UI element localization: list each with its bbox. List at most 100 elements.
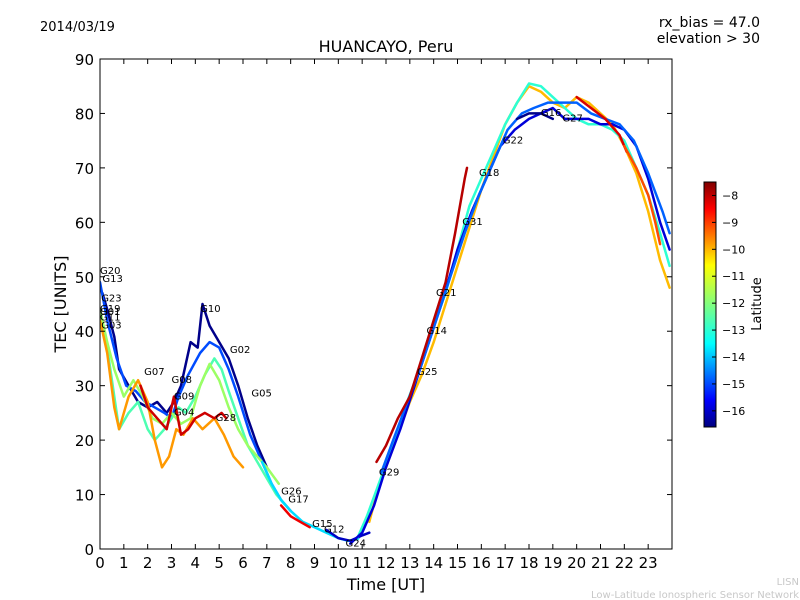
x-tick-label: 10 xyxy=(329,554,348,572)
x-tick-label: 16 xyxy=(472,554,491,572)
x-tick-label: 9 xyxy=(310,554,320,572)
x-tick-label: 22 xyxy=(615,554,634,572)
satellite-label-G08: G08 xyxy=(172,375,192,386)
x-axis-label: Time [UT] xyxy=(346,575,425,594)
y-tick-label: 90 xyxy=(75,51,94,69)
series-trace-decay-blue xyxy=(325,528,371,543)
colorbar xyxy=(703,181,717,428)
colorbar-tick-label: −16 xyxy=(722,405,745,418)
satellite-label-G21: G21 xyxy=(436,288,456,299)
satellite-label-G22: G22 xyxy=(503,135,523,146)
y-tick-label: 70 xyxy=(75,160,94,178)
satellite-label-G25: G25 xyxy=(417,367,437,378)
colorbar-tick-label: −14 xyxy=(722,351,745,364)
x-tick-label: 4 xyxy=(191,554,201,572)
colorbar-label: Latitude xyxy=(750,277,765,331)
x-tick-label: 18 xyxy=(519,554,538,572)
satellite-label-G13: G13 xyxy=(102,274,122,285)
satellite-label-G12: G12 xyxy=(324,525,344,536)
y-tick-label: 0 xyxy=(84,541,94,559)
date-label: 2014/03/19 xyxy=(40,20,115,35)
satellite-label-G03: G03 xyxy=(101,321,121,332)
x-tick-label: 15 xyxy=(448,554,467,572)
satellite-label-G04: G04 xyxy=(174,408,194,419)
series-trace-late-orange xyxy=(623,144,662,246)
satellite-label-G28: G28 xyxy=(216,413,236,424)
satellite-label-G31: G31 xyxy=(462,217,482,228)
satellite-label-G02: G02 xyxy=(230,345,250,356)
y-tick-label: 20 xyxy=(75,432,94,450)
series-trace-rise-yellow xyxy=(368,84,671,524)
series-trace-orange-morning xyxy=(100,319,245,469)
y-tick-label: 80 xyxy=(75,105,94,123)
series-trace-rise-green xyxy=(356,82,671,540)
footer-lisn: LISN xyxy=(777,577,799,588)
satellite-label-G24: G24 xyxy=(345,538,365,549)
elevation-label: elevation > 30 xyxy=(657,31,760,47)
x-tick-label: 2 xyxy=(143,554,153,572)
colorbar-tick-label: −8 xyxy=(722,189,738,202)
series-trace-red-morning xyxy=(139,384,228,436)
satellite-label-G20: G20 xyxy=(100,266,120,277)
satellite-label-G26: G26 xyxy=(281,487,301,498)
x-tick-label: 8 xyxy=(286,554,296,572)
colorbar-tick-label: −11 xyxy=(722,270,745,283)
y-axis-label: TEC [UNITS] xyxy=(51,256,70,354)
x-axis: 0 1 2 3 4 5 6 7 8 9 10 11 12 13 14 15 16 17 18 19 20 21 22 23 xyxy=(95,59,658,572)
colorbar-tick-label: −13 xyxy=(722,324,745,337)
satellite-label-G19: G19 xyxy=(100,304,120,315)
x-tick-label: 23 xyxy=(639,554,658,572)
colorbar-tick-label: −12 xyxy=(722,297,745,310)
colorbar-tick-label: −9 xyxy=(722,216,738,229)
satellite-label-G23: G23 xyxy=(101,293,121,304)
x-tick-label: 19 xyxy=(543,554,562,572)
satellite-label-G14: G14 xyxy=(427,326,447,337)
x-tick-label: 3 xyxy=(167,554,177,572)
chart-title: HUANCAYO, Peru xyxy=(319,37,454,56)
y-tick-label: 40 xyxy=(75,323,94,341)
satellite-label-G09: G09 xyxy=(174,391,194,402)
x-tick-label: 12 xyxy=(376,554,395,572)
y-axis: 0 10 20 30 40 50 60 70 80 90 xyxy=(75,51,672,559)
x-tick-label: 0 xyxy=(95,554,105,572)
x-tick-label: 7 xyxy=(262,554,272,572)
colorbar-tick-label: −10 xyxy=(722,243,745,256)
x-tick-label: 14 xyxy=(424,554,443,572)
series-trace-decay-red xyxy=(279,504,311,529)
x-tick-label: 21 xyxy=(591,554,610,572)
satellite-label-G29: G29 xyxy=(379,468,399,479)
colorbar-ticks: −8 −9 −10 −11 −12 −13 −14 −15 −16 xyxy=(712,189,745,418)
colorbar-tick-label: −15 xyxy=(722,378,745,391)
x-tick-label: 13 xyxy=(400,554,419,572)
satellite-label-G15: G15 xyxy=(312,519,332,530)
y-tick-label: 60 xyxy=(75,214,94,232)
footer-network: Low-Latitude Ionospheric Sensor Network xyxy=(591,590,799,600)
series-layer xyxy=(100,82,671,545)
series-trace-rise-red xyxy=(375,166,469,464)
satellite-label-G17: G17 xyxy=(288,495,308,506)
y-tick-label: 50 xyxy=(75,269,94,287)
satellite-label-G27: G27 xyxy=(562,114,582,125)
y-tick-label: 30 xyxy=(75,378,94,396)
x-tick-label: 20 xyxy=(567,554,586,572)
x-tick-label: 1 xyxy=(119,554,129,572)
x-tick-label: 11 xyxy=(353,554,372,572)
x-tick-label: 6 xyxy=(238,554,248,572)
satellite-label-G10: G10 xyxy=(200,304,220,315)
x-tick-label: 17 xyxy=(496,554,515,572)
satellite-label-G05: G05 xyxy=(251,389,271,400)
rx-bias-label: rx_bias = 47.0 xyxy=(659,15,760,31)
satellite-label-G16: G16 xyxy=(541,108,561,119)
satellite-label-G01: G01 xyxy=(100,307,120,318)
series-trace-lightgreen xyxy=(100,308,281,485)
satellite-label-G18: G18 xyxy=(479,168,499,179)
series-trace-late-dark xyxy=(515,112,555,121)
series-trace-late-red xyxy=(575,95,628,153)
satellite-label-G07: G07 xyxy=(144,367,164,378)
satellite-label-G11: G11 xyxy=(100,312,120,323)
y-tick-label: 10 xyxy=(75,487,94,505)
series-trace-rise-cyan xyxy=(379,101,671,475)
x-tick-label: 5 xyxy=(214,554,224,572)
